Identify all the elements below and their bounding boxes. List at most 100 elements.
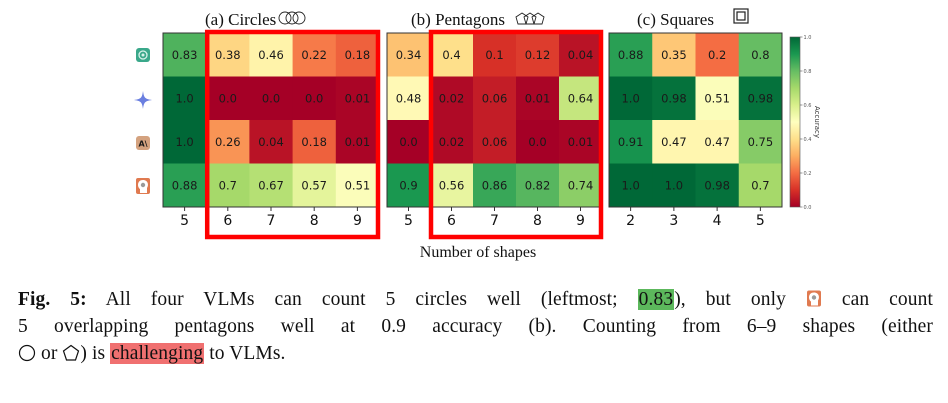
cell-label: 0.18: [301, 135, 327, 149]
colorbar-tick-label: 0.6: [804, 103, 812, 109]
cell-label: 0.0: [219, 91, 237, 105]
cell-label: 0.12: [525, 48, 551, 62]
heatmap-cell: [387, 120, 431, 164]
title-pentagons-text: (b) Pentagons: [411, 10, 505, 29]
cell-label: 0.0: [305, 91, 323, 105]
cell-label: 0.01: [525, 91, 551, 105]
cell-label: 1.0: [665, 178, 683, 192]
heatmap-cell: [738, 76, 783, 121]
heatmap-cell: [695, 76, 740, 121]
heatmap-cell: [652, 163, 696, 208]
cell-label: 0.64: [568, 91, 594, 105]
cell-label: 0.46: [258, 48, 284, 62]
x-tick-label: 5: [404, 213, 413, 229]
heatmap-cell: [473, 163, 517, 208]
figure-caption: Fig. 5: All four VLMs can count 5 circle…: [18, 286, 933, 367]
colorbar-label: Accuracy: [813, 106, 821, 138]
heatmap-cell: [206, 33, 250, 77]
gemini-icon: [134, 91, 152, 109]
cell-label: 0.04: [258, 135, 284, 149]
cell-label: 1.0: [175, 135, 193, 149]
heatmap-cell: [738, 33, 783, 77]
heatmap-cell: [387, 163, 431, 208]
colorbar-tick-label: 0.4: [804, 137, 812, 143]
cell-label: 0.67: [258, 178, 284, 192]
cell-label: 0.1: [485, 48, 503, 62]
cell-label: 0.51: [704, 91, 730, 105]
cell-label: 0.26: [215, 135, 241, 149]
colorbar-tick-label: 1.0: [804, 35, 812, 41]
panel-titles: (a) Circles (b) Pentagons (c) Squares: [205, 8, 749, 29]
heatmap-cell: [609, 33, 653, 77]
colorbar: 0.0 0.2 0.4 0.6 0.8 1.0 Accuracy: [789, 35, 821, 211]
cell-label: 0.48: [396, 91, 422, 105]
heatmap-cell: [695, 163, 740, 208]
cell-label: 0.86: [482, 178, 508, 192]
cell-label: 0.0: [399, 135, 417, 149]
heatmap-cell: [163, 120, 207, 164]
svg-text:A\: A\: [138, 140, 147, 149]
x-tick-label: 9: [353, 213, 362, 229]
heatmap-cell: [335, 163, 380, 208]
heatmap-cell: [206, 163, 250, 208]
caption-text-1b: ), but only: [674, 289, 806, 310]
x-tick-label: 7: [267, 213, 276, 229]
heatmap-cell: [292, 120, 337, 164]
heatmap-panel: 0.88 0.35 0.2 0.8 1.0 0.98 0.51 0.98 0.91 0.47 0.4…: [608, 32, 783, 229]
colorbar-tick-label: 0.0: [804, 205, 812, 211]
colorbar-tick-label: 0.8: [804, 69, 812, 75]
heatmap-cell: [516, 33, 560, 77]
heatmap-cell: [430, 76, 474, 121]
heatmap-cell: [335, 76, 380, 121]
caption-line-3: or ) is challenging to VLMs.: [18, 340, 933, 367]
cell-label: 0.51: [345, 178, 371, 192]
heatmap-cell: [335, 33, 380, 77]
cell-label: 0.01: [345, 135, 371, 149]
cell-label: 0.38: [215, 48, 241, 62]
heatmap-cell: [430, 33, 474, 77]
heatmap-cell: [249, 33, 294, 77]
nested-squares-icon: [733, 8, 749, 24]
colorbar-ticks: 0.0 0.2 0.4 0.6 0.8 1.0: [800, 35, 811, 211]
cell-label: 0.0: [262, 91, 280, 105]
caption-line-2: 5 overlapping pentagons well at 0.9 accu…: [18, 316, 933, 337]
heatmap-cell: [559, 33, 603, 77]
x-tick-label: 2: [626, 213, 635, 229]
claude-icon: A\: [136, 136, 150, 150]
x-tick-label: 4: [713, 213, 722, 229]
overlapping-circles-icon: [278, 11, 306, 25]
heatmap-cell: [609, 76, 653, 121]
caption-text-3c: to VLMs.: [204, 343, 286, 364]
heatmap-cell: [516, 120, 560, 164]
cell-label: 0.91: [618, 135, 644, 149]
sonnet-icon: [136, 178, 150, 194]
colorbar-tick-label: 0.2: [804, 171, 812, 177]
heatmap-cell: [387, 76, 431, 121]
cell-label: 1.0: [621, 91, 639, 105]
x-tick-label: 5: [180, 213, 189, 229]
title-squares: (c) Squares: [637, 8, 749, 29]
heatmap-cell: [473, 120, 517, 164]
heatmap-cell: [206, 120, 250, 164]
cell-label: 0.8: [751, 48, 769, 62]
cell-label: 0.34: [396, 48, 422, 62]
cell-label: 0.22: [301, 48, 327, 62]
heatmap-cell: [738, 163, 783, 208]
cell-label: 0.56: [439, 178, 465, 192]
caption-highlight-red: challenging: [110, 343, 205, 364]
heatmap-cell: [249, 163, 294, 208]
x-tick-label: 8: [310, 213, 319, 229]
figure-heatmaps: A\ 0.83 0.38 0.46 0.22 0.181.0 0.0 0.0 0.0 0.011…: [134, 8, 821, 261]
caption-fig-label: Fig. 5:: [18, 289, 87, 310]
heatmap-cell: [559, 163, 603, 208]
gpt-icon: [136, 48, 150, 62]
title-squares-text: (c) Squares: [637, 10, 714, 29]
x-tick-label: 5: [756, 213, 765, 229]
heatmap-cell: [335, 120, 380, 164]
cell-label: 0.18: [345, 48, 371, 62]
circle-shape-icon: [18, 344, 36, 362]
x-tick-label: 8: [533, 213, 542, 229]
cell-label: 0.04: [568, 48, 594, 62]
highlight-box: [428, 29, 604, 240]
x-tick-label: 6: [223, 213, 232, 229]
